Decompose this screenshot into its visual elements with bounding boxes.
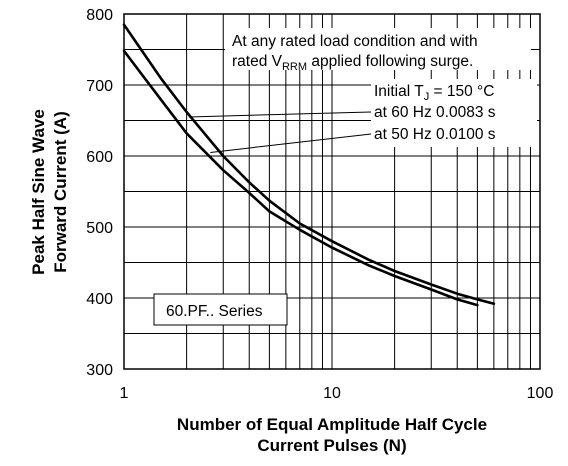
x-tick-labels: 1 10 100 (120, 385, 554, 402)
y-axis-title-line1: Peak Half Sine Wave (29, 109, 48, 275)
initial-tj-value: = 150 °C (429, 83, 494, 100)
initial-note-background (371, 79, 537, 147)
y-tick-label: 600 (86, 149, 113, 166)
y-tick-labels: 300 400 500 600 700 800 (86, 7, 113, 379)
plot-frame (123, 13, 541, 370)
x-axis-title-line1: Number of Equal Amplitude Half Cycle (177, 415, 487, 434)
x-axis-title-line2: Current Pulses (N) (257, 436, 406, 455)
condition-note-rrm-subscript: RRM (282, 61, 307, 73)
y-tick-label: 300 (86, 362, 113, 379)
condition-note-line2: rated VRRM applied following surge. (232, 53, 473, 73)
series-60hz-label: at 60 Hz 0.0083 s (374, 104, 496, 121)
x-tick-label: 100 (527, 385, 554, 402)
condition-note-line1: At any rated load condition and with (232, 33, 478, 50)
condition-note-applied: applied following surge. (307, 53, 473, 70)
initial-tj-note: Initial TJ = 150 °C (374, 83, 494, 103)
y-tick-label: 500 (86, 220, 113, 237)
condition-note-background (225, 28, 531, 70)
x-tick-label: 10 (323, 385, 341, 402)
leader-line-60hz (188, 111, 372, 118)
series-line-60hz (122, 23, 496, 305)
series-box (153, 293, 288, 326)
leader-lines (188, 111, 372, 153)
y-tick-label: 400 (86, 291, 113, 308)
condition-note-rated-v: rated V (232, 53, 283, 70)
initial-tj-prefix: Initial T (374, 83, 424, 100)
series-50hz-label: at 50 Hz 0.0100 s (374, 126, 496, 143)
curves-group (122, 23, 496, 307)
x-tick-label: 1 (120, 385, 129, 402)
series-line-50hz (122, 49, 479, 307)
leader-line-50hz (210, 133, 372, 153)
y-tick-label: 800 (86, 7, 113, 24)
series-label: 60.PF.. Series (166, 303, 263, 320)
y-axis-title-line2: Forward Current (A) (51, 111, 70, 273)
y-tick-label: 700 (86, 78, 113, 95)
initial-tj-subscript: J (424, 91, 430, 103)
